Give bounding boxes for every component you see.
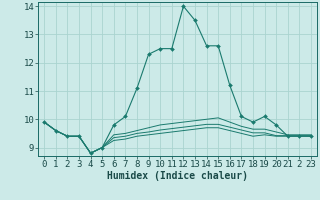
X-axis label: Humidex (Indice chaleur): Humidex (Indice chaleur) [107, 171, 248, 181]
